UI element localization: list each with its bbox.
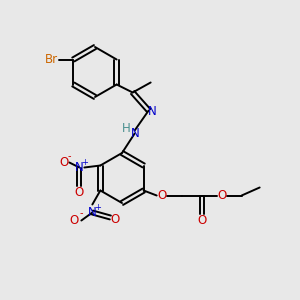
Text: O: O — [70, 214, 79, 227]
Text: N: N — [75, 161, 84, 174]
Text: +: + — [81, 158, 88, 167]
Text: O: O — [217, 189, 226, 202]
Text: N: N — [148, 105, 157, 118]
Text: O: O — [157, 189, 166, 202]
Text: +: + — [94, 203, 101, 212]
Text: -: - — [80, 208, 83, 218]
Text: O: O — [75, 186, 84, 199]
Text: -: - — [68, 152, 71, 161]
Text: H: H — [122, 122, 131, 135]
Text: O: O — [197, 214, 206, 227]
Text: N: N — [88, 206, 97, 219]
Text: O: O — [111, 213, 120, 226]
Text: N: N — [131, 127, 140, 140]
Text: Br: Br — [45, 53, 58, 66]
Text: O: O — [60, 156, 69, 169]
